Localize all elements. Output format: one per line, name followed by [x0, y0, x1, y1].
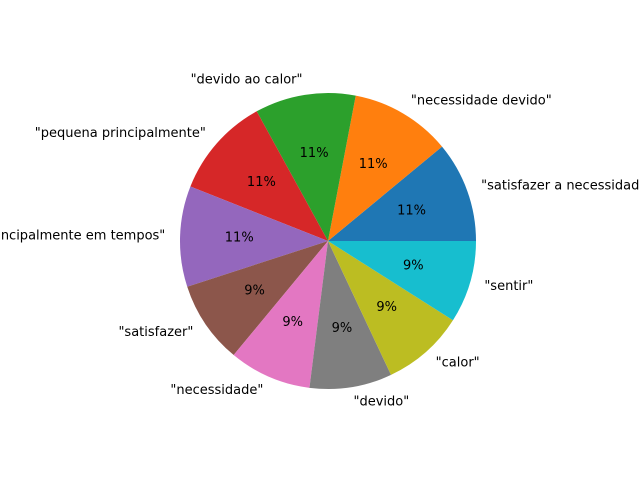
- pie-slice: [256, 93, 356, 241]
- slice-category-label: "devido ao calor": [191, 73, 303, 88]
- slice-percent-label: 9%: [332, 321, 353, 336]
- slice-percent-label: 9%: [403, 258, 424, 273]
- pie-percent-labels: 11% 11% 11% 11% 11% 9% 9% 9% 9% 9%: [225, 146, 426, 336]
- slice-percent-label: 9%: [376, 300, 397, 315]
- slice-category-label: "calor": [436, 356, 480, 371]
- pie-category-labels: "satisfazer a necessidade" "necessidade d…: [0, 73, 640, 410]
- slice-category-label: "principalmente em tempos": [0, 228, 165, 243]
- slice-percent-label: 9%: [244, 283, 265, 298]
- slice-category-label: "satisfazer a necessidade": [481, 178, 640, 193]
- pie-slice: [328, 95, 443, 242]
- pie-slice: [190, 111, 328, 241]
- slice-category-label: "satisfazer": [118, 325, 193, 340]
- slice-category-label: "pequena principalmente": [35, 126, 206, 141]
- slice-percent-label: 11%: [247, 175, 276, 190]
- pie-slice: [179, 186, 328, 287]
- pie-slice: [328, 146, 476, 241]
- pie-slice: [309, 241, 392, 389]
- pie-slice: [233, 241, 328, 388]
- slice-category-label: "sentir": [484, 279, 533, 294]
- slice-percent-label: 11%: [225, 231, 254, 246]
- pie-slice: [187, 241, 328, 356]
- slice-category-label: "necessidade": [170, 383, 263, 398]
- pie-slice: [328, 241, 453, 375]
- slice-category-label: "necessidade devido": [411, 93, 552, 108]
- pie-slices: [179, 93, 476, 389]
- slice-percent-label: 11%: [359, 157, 388, 172]
- slice-percent-label: 11%: [397, 203, 426, 218]
- slice-category-label: "devido": [353, 394, 409, 409]
- pie-slice: [328, 241, 476, 321]
- slice-percent-label: 11%: [300, 146, 329, 161]
- slice-percent-label: 9%: [282, 315, 303, 330]
